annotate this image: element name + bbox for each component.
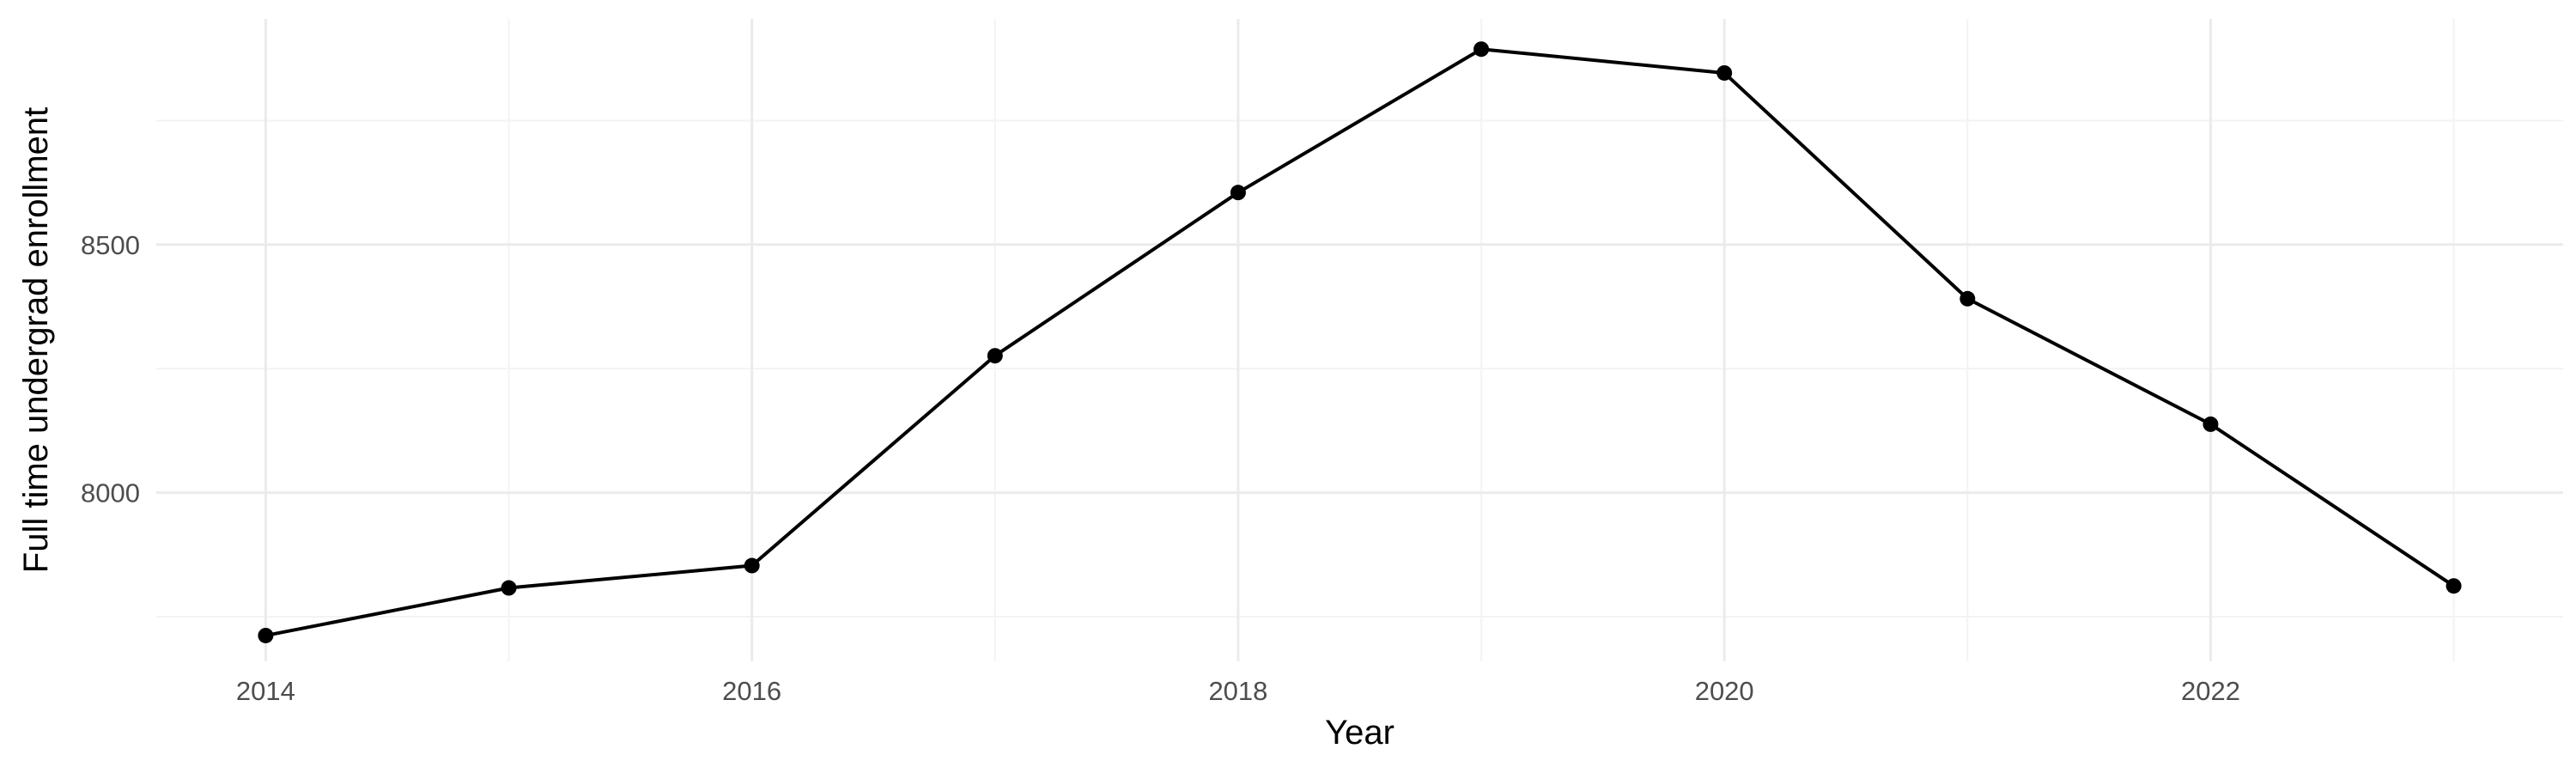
x-tick-label: 2018: [1208, 676, 1267, 706]
x-tick-label: 2020: [1695, 676, 1754, 706]
x-tick-label: 2014: [236, 676, 295, 706]
data-point-2020: [1716, 64, 1733, 81]
x-axis-title: Year: [1325, 714, 1394, 752]
data-point-2018: [1230, 185, 1246, 201]
data-point-2017: [987, 348, 1003, 364]
x-tick-label: 2016: [722, 676, 781, 706]
y-axis-title: Full time undergrad enrollment: [17, 107, 55, 573]
data-point-2015: [501, 580, 517, 596]
data-point-2014: [258, 627, 274, 643]
series-group: [258, 41, 2462, 643]
y-tick-labels: 8000 8500: [81, 230, 140, 508]
data-point-2022: [2202, 416, 2219, 432]
y-tick-label: 8500: [81, 230, 140, 260]
data-point-2021: [1959, 290, 1976, 307]
major-gridlines: [156, 19, 2563, 661]
data-point-2023: [2445, 578, 2462, 594]
series-line: [265, 47, 2455, 637]
minor-gridlines: [156, 19, 2563, 661]
x-tick-labels: 2014 2016 2018 2020 2022: [236, 676, 2240, 706]
y-tick-label: 8000: [81, 478, 140, 508]
data-point-2016: [744, 557, 760, 574]
data-point-2019: [1473, 41, 1490, 58]
x-tick-label: 2022: [2181, 676, 2240, 706]
